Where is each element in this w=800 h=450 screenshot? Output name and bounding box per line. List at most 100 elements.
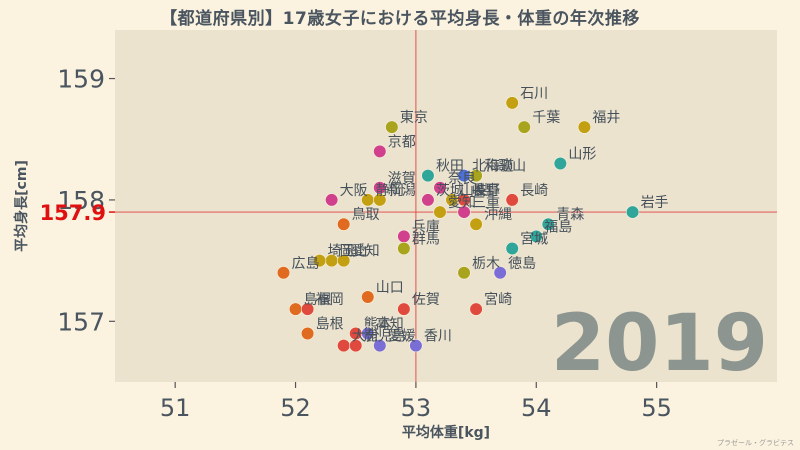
point-島根 (300, 326, 315, 341)
point-label: 兵庫 (412, 218, 440, 235)
point-label: 長崎 (520, 183, 548, 199)
point-label: 長野 (472, 183, 500, 199)
point-label: 香川 (424, 329, 452, 345)
data-points (276, 96, 640, 353)
point-佐賀 (397, 302, 411, 316)
point-label: 島根 (304, 292, 332, 308)
y-axis-label: 平均身長[cm] (13, 160, 30, 252)
point-大阪 (325, 193, 339, 207)
plot-area (115, 30, 777, 382)
point-石川 (505, 96, 519, 110)
point-label: 島根 (316, 316, 344, 332)
x-axis-ticks: 51 52 53 54 55 (160, 382, 672, 422)
point-label: 青森 (556, 207, 584, 223)
point-label: 愛知 (448, 194, 476, 211)
point-label: 愛媛 (388, 329, 416, 345)
point-島根 (288, 302, 303, 316)
point-東京 (385, 120, 399, 134)
point-label: 沖縄 (484, 207, 512, 223)
point-愛知 (433, 205, 447, 219)
point-茨城 (421, 193, 435, 207)
y-tick-label: 158 (57, 186, 105, 215)
point-長崎 (505, 193, 519, 207)
point-label: 石川 (520, 86, 548, 102)
point-label: 宮城 (520, 231, 548, 247)
point-和歌山 (469, 169, 483, 183)
point-福井 (577, 120, 592, 134)
point-岩手 (625, 205, 640, 219)
point-秋田 (421, 169, 435, 183)
x-tick-label: 53 (401, 394, 432, 422)
reference-value-label: 157.9 (40, 201, 106, 225)
point-label: 福井 (592, 110, 620, 126)
credit-text: プラゼール・グラビテス (717, 439, 794, 447)
point-福島 (529, 229, 543, 243)
point-label: 埼玉 (328, 244, 356, 260)
point-千葉 (517, 120, 531, 134)
point-label: 北海道 (472, 159, 514, 175)
point-奈良 (433, 181, 447, 195)
point-鹿児島 (349, 338, 363, 353)
point-愛媛 (373, 338, 387, 353)
point-新潟 (373, 193, 387, 207)
point-鳥取 (337, 217, 351, 231)
point-三重 (457, 205, 471, 219)
point-沖縄 (469, 217, 483, 231)
point-高知 (361, 326, 375, 341)
point-label: 茨城 (436, 183, 464, 199)
point-兵庫 (397, 229, 411, 243)
point-愛知 (337, 254, 351, 268)
point-label: 千葉 (532, 110, 560, 126)
point-label: 和歌山 (484, 159, 526, 175)
y-axis-ticks: 157 158 159 (57, 65, 115, 336)
point-label: 秋田 (436, 159, 464, 175)
point-大分 (337, 338, 351, 353)
point-栃木 (457, 266, 471, 280)
point-label: 広島 (292, 256, 320, 272)
point-label: 山梨 (460, 183, 488, 199)
x-tick-label: 55 (641, 394, 672, 422)
point-群馬 (397, 241, 411, 256)
point-label: 愛知 (352, 243, 380, 260)
point-宮城 (505, 241, 519, 256)
x-axis-label: 平均体重[kg] (402, 424, 490, 441)
point-label: 岐阜 (472, 182, 500, 199)
point-label: 佐賀 (412, 292, 440, 308)
point-宮崎 (469, 302, 483, 316)
point-徳島 (493, 266, 507, 280)
point-label: 宮崎 (484, 292, 512, 308)
point-label: 山口 (376, 280, 404, 296)
point-label: 東京 (400, 110, 428, 126)
point-label: 福島 (544, 219, 572, 235)
point-京都 (373, 144, 387, 158)
point-label: 岩手 (641, 195, 669, 211)
point-label: 群馬 (412, 231, 440, 247)
point-label: 鳥取 (352, 207, 380, 223)
point-label: 栃木 (472, 256, 500, 272)
point-山形 (553, 156, 567, 171)
x-tick-label: 54 (521, 394, 552, 422)
point-香川 (409, 338, 423, 353)
x-tick-label: 52 (280, 394, 311, 422)
point-label: 滋賀 (388, 171, 416, 187)
x-tick-label: 51 (160, 394, 191, 422)
point-label: 新潟 (388, 183, 416, 199)
point-埼玉 (313, 254, 327, 268)
point-label: 静岡 (376, 183, 404, 199)
point-広島 (276, 266, 291, 280)
point-label: 山形 (568, 147, 596, 163)
point-青森 (541, 217, 555, 231)
point-山口 (361, 290, 375, 304)
point-label: 大分 (352, 329, 380, 345)
point-label: 熊本 (364, 316, 392, 332)
point-label: 大阪 (340, 183, 368, 199)
point-label: 京都 (388, 134, 416, 150)
point-label: 奈良 (448, 171, 476, 187)
y-tick-label: 159 (57, 65, 105, 94)
year-watermark: 2019 (551, 299, 768, 389)
point-label: 高知 (376, 315, 404, 332)
point-福岡 (300, 302, 315, 316)
point-label: 鹿児島 (364, 328, 406, 345)
